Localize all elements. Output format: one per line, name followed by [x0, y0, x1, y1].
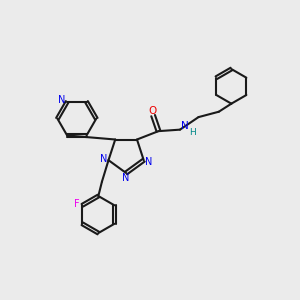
Text: N: N [122, 173, 129, 183]
Text: O: O [148, 106, 156, 116]
Text: N: N [181, 121, 189, 131]
Text: N: N [145, 157, 152, 167]
Text: F: F [74, 199, 79, 209]
Text: H: H [189, 128, 196, 136]
Text: N: N [58, 95, 65, 105]
Text: N: N [100, 154, 107, 164]
